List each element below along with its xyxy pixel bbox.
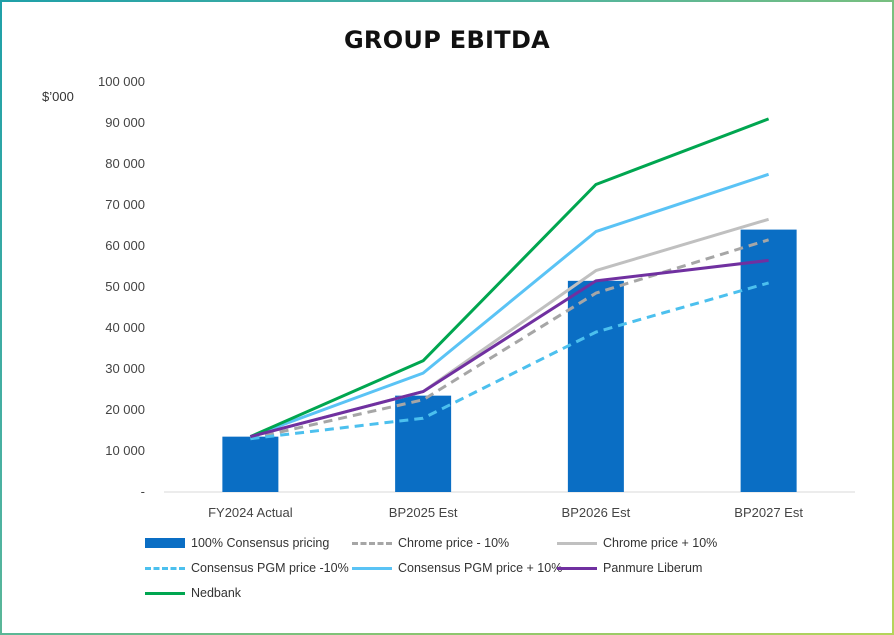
legend-label: Consensus PGM price -10% xyxy=(191,561,349,575)
legend-label: Chrome price - 10% xyxy=(398,536,510,550)
bar xyxy=(567,280,624,492)
legend-swatch xyxy=(145,538,185,548)
legend-item: Chrome price + 10% xyxy=(557,536,717,550)
series-line xyxy=(250,281,770,441)
bar xyxy=(222,436,279,492)
legend-swatch xyxy=(557,541,597,545)
y-tick-label: 60 000 xyxy=(105,238,145,253)
legend-item: 100% Consensus pricing xyxy=(145,536,329,550)
legend-label: Nedbank xyxy=(191,586,242,600)
y-axis-unit-label: $’000 xyxy=(42,89,74,104)
y-tick-label: 10 000 xyxy=(105,443,145,458)
legend-item: Nedbank xyxy=(145,586,241,600)
legend-swatch xyxy=(145,591,185,595)
y-tick-label: 30 000 xyxy=(105,361,145,376)
x-tick-label: FY2024 Actual xyxy=(208,505,293,520)
legend-label: Chrome price + 10% xyxy=(603,536,718,550)
legend-swatch xyxy=(352,566,392,570)
legend-item: Consensus PGM price + 10% xyxy=(352,561,562,575)
bar xyxy=(740,229,797,492)
series-line xyxy=(249,172,770,439)
legend-swatch xyxy=(145,566,185,570)
x-tick-label: BP2025 Est xyxy=(389,505,458,520)
series-line xyxy=(250,238,770,441)
chart-title: GROUP EBITDA xyxy=(343,26,551,54)
bar xyxy=(395,395,452,492)
legend-item: Chrome price - 10% xyxy=(352,536,509,550)
legend-item: Consensus PGM price -10% xyxy=(145,561,349,575)
legend-swatch xyxy=(557,566,597,570)
legend-label: 100% Consensus pricing xyxy=(191,536,330,550)
x-tick-label: BP2026 Est xyxy=(562,505,631,520)
y-tick-label: 80 000 xyxy=(105,156,145,171)
x-tick-label: BP2027 Est xyxy=(734,505,803,520)
y-tick-label: - xyxy=(141,484,145,499)
y-tick-label: 70 000 xyxy=(105,197,145,212)
legend-swatch xyxy=(352,541,392,545)
legend-item: Panmure Liberum xyxy=(557,561,702,575)
y-tick-label: 50 000 xyxy=(105,279,145,294)
legend-label: Consensus PGM price + 10% xyxy=(398,561,563,575)
series-line xyxy=(249,117,770,438)
y-tick-label: 90 000 xyxy=(105,115,145,130)
y-tick-label: 100 000 xyxy=(98,74,145,89)
y-tick-label: 20 000 xyxy=(105,402,145,417)
legend-label: Panmure Liberum xyxy=(603,561,703,575)
y-tick-label: 40 000 xyxy=(105,320,145,335)
series-line xyxy=(250,258,769,439)
